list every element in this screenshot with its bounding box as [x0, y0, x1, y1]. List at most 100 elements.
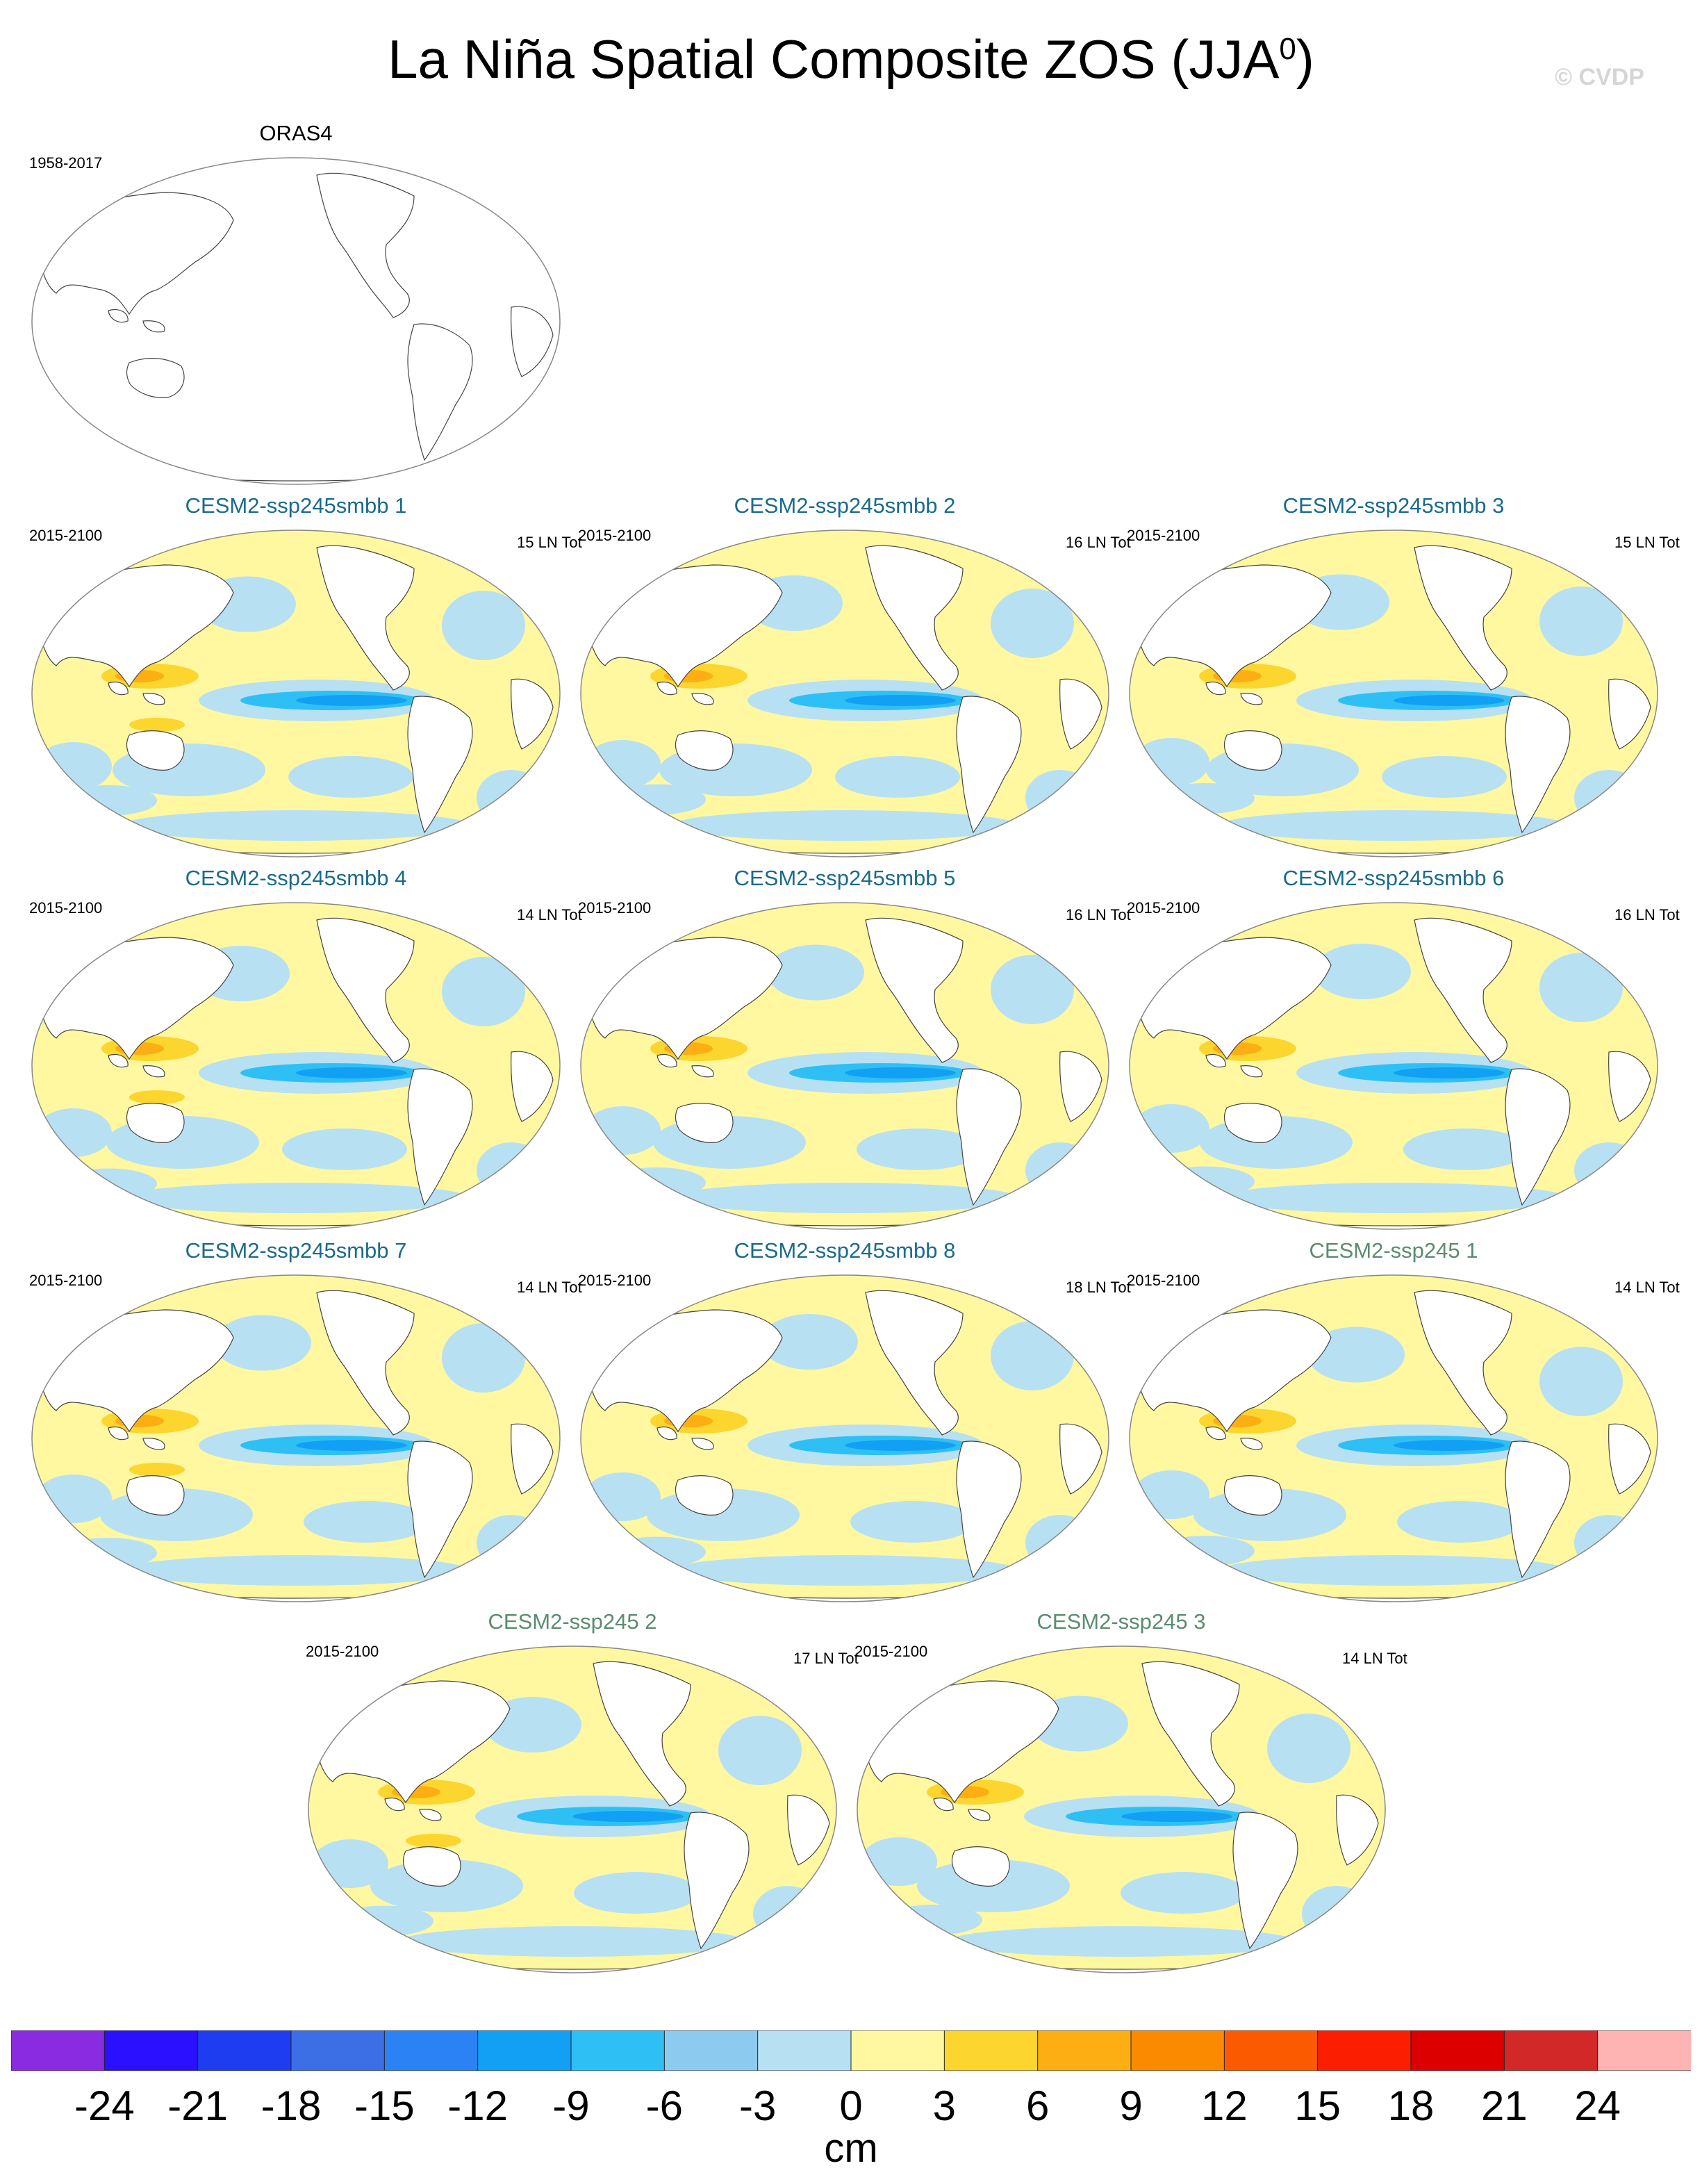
world-map: [1129, 529, 1658, 857]
map-panel: CESM2-ssp245smbb 6 2015-2100 16 LN Tot: [1123, 866, 1680, 1254]
land-mass: [1223, 1103, 1282, 1143]
land-mass: [675, 1475, 734, 1516]
anomaly-region: [1382, 756, 1507, 798]
land-mass: [316, 172, 415, 318]
land-mass: [956, 1440, 1022, 1579]
colorbar-tick-label: 12: [1200, 2083, 1248, 2129]
colorbar-swatch: [1223, 2030, 1319, 2071]
land-mass: [384, 1797, 405, 1812]
land-mass: [865, 545, 964, 691]
colorbar-tick-label: 0: [839, 2083, 863, 2129]
anomaly-region: [1574, 1142, 1644, 1198]
land-mass: [1059, 678, 1102, 750]
panel-years: 2015-2100: [1127, 1272, 1200, 1289]
anomaly-region: [399, 1926, 746, 1957]
panel-years: 1958-2017: [29, 154, 103, 172]
colorbar-tick-label: -6: [645, 2083, 684, 2129]
anomaly-region: [767, 944, 864, 1001]
land-mass: [142, 693, 165, 705]
map-panel: CESM2-ssp245smbb 8 2015-2100 18 LN Tot: [574, 1238, 1131, 1626]
land-mass: [1223, 730, 1282, 771]
world-map: [1129, 1274, 1658, 1602]
land-mass: [511, 1423, 554, 1495]
land-mass: [656, 1053, 677, 1068]
panel-title: CESM2-ssp245smbb 2: [734, 493, 956, 518]
anomaly-region: [753, 1886, 823, 1941]
land-mass: [656, 681, 677, 696]
panel-years: 2015-2100: [854, 1643, 928, 1660]
land-mass: [126, 1103, 185, 1143]
anomaly-region: [1394, 1067, 1505, 1078]
panel-title: ORAS4: [259, 121, 333, 145]
anomaly-region: [122, 810, 470, 841]
colorbar-swatch: [1503, 2030, 1598, 2071]
anomaly-region: [609, 1167, 706, 1198]
land-mass: [108, 309, 129, 323]
panel-years: 2015-2100: [29, 899, 103, 917]
anomaly-region: [1133, 1470, 1209, 1519]
land-mass: [511, 1051, 554, 1122]
colorbar-tick-label: -21: [167, 2083, 229, 2129]
map-outline: [580, 529, 1109, 857]
world-map: [1129, 902, 1658, 1230]
anomaly-region: [442, 957, 525, 1026]
colorbar-swatch: [197, 2030, 292, 2071]
anomaly-region: [991, 1321, 1074, 1390]
land-mass: [126, 358, 185, 398]
anomaly-region: [1539, 586, 1623, 656]
anomaly-region: [35, 1475, 112, 1523]
colorbar-swatch: [850, 2030, 945, 2071]
land-mass: [1608, 678, 1651, 750]
world-map: [857, 1645, 1386, 1973]
map-panel: CESM2-ssp245smbb 1 2015-2100 15 LN Tot: [25, 493, 582, 881]
colorbar-tick-label: 24: [1574, 2083, 1621, 2129]
land-mass: [142, 1438, 165, 1450]
anomaly-region: [288, 756, 413, 798]
colorbar-swatch: [1130, 2030, 1225, 2071]
colorbar-swatch: [1597, 2030, 1691, 2071]
map-panel: CESM2-ssp245smbb 4 2015-2100 14 LN Tot: [25, 866, 582, 1254]
land-mass: [951, 1846, 1010, 1887]
map-panel: CESM2-ssp245smbb 2 2015-2100 16 LN Tot: [574, 493, 1131, 881]
land-mass: [1336, 1794, 1379, 1866]
land-mass: [1240, 1438, 1263, 1450]
colorbar-swatch: [1317, 2030, 1412, 2071]
panel-event-count: 15 LN Tot: [1614, 534, 1680, 551]
land-mass: [656, 1426, 677, 1440]
panel-years: 2015-2100: [1127, 527, 1200, 544]
world-map: [31, 902, 561, 1230]
anomaly-region: [671, 810, 1018, 841]
anomaly-region: [861, 1837, 937, 1886]
anomaly-region: [885, 1905, 982, 1935]
map-panel: CESM2-ssp245smbb 7 2015-2100 14 LN Tot: [25, 1238, 582, 1626]
land-mass: [142, 1065, 165, 1078]
panel-title: CESM2-ssp245 1: [1309, 1238, 1478, 1263]
anomaly-region: [296, 1067, 407, 1078]
cvdp-watermark: © CVDP: [1555, 64, 1644, 90]
colorbar-swatch: [11, 2030, 106, 2071]
colorbar-swatch: [663, 2030, 759, 2071]
land-mass: [407, 1068, 473, 1206]
anomaly-region: [991, 589, 1074, 658]
anomaly-region: [129, 1463, 185, 1477]
colorbar-tick-label: -3: [738, 2083, 777, 2129]
panel-event-count: 15 LN Tot: [517, 534, 582, 551]
land-mass: [407, 1440, 473, 1579]
anomaly-region: [296, 1440, 407, 1451]
map-outline: [857, 1645, 1386, 1973]
anomaly-region: [122, 1183, 470, 1213]
panel-event-count: 16 LN Tot: [1614, 906, 1680, 923]
anomaly-region: [1025, 770, 1095, 826]
panel-years: 2015-2100: [578, 1272, 652, 1289]
anomaly-region: [574, 1872, 699, 1914]
anomaly-region: [1025, 1142, 1095, 1198]
world-map: [31, 157, 561, 485]
panel-event-count: 17 LN Tot: [793, 1650, 859, 1667]
map-outline: [580, 902, 1109, 1230]
land-mass: [1205, 1053, 1226, 1068]
land-mass: [691, 1065, 714, 1078]
map-outline: [31, 157, 561, 485]
anomaly-region: [336, 1905, 433, 1937]
anomaly-region: [584, 1106, 661, 1155]
land-mass: [1414, 917, 1512, 1063]
